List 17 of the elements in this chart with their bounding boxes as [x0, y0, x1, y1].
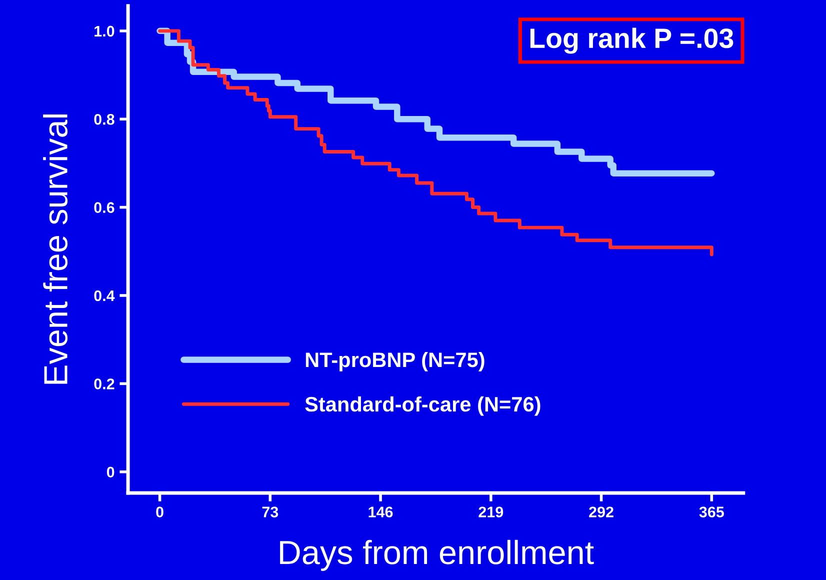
legend-label: NT-proBNP (N=75) — [306, 352, 484, 372]
x-tick-label: 365 — [699, 506, 724, 518]
legend-label: Standard-of-care (N=76) — [305, 396, 540, 416]
x-tick-label: 292 — [589, 506, 614, 518]
y-tick-label: 0.4 — [94, 290, 115, 302]
y-tick-label: 0 — [106, 466, 114, 478]
x-tick-label: 219 — [478, 506, 504, 518]
y-tick-label: 0.8 — [94, 114, 114, 125]
y-axis-title: Event free survival — [43, 114, 68, 384]
y-tick-label: 1.0 — [94, 26, 114, 37]
y-tick-label: 0.2 — [94, 378, 114, 390]
y-tick-label: 0.6 — [94, 202, 114, 213]
x-tick-label: 146 — [368, 506, 393, 518]
x-axis-title: Days from enrollment — [280, 540, 594, 571]
x-tick-label: 0 — [156, 506, 164, 518]
x-tick-label: 73 — [262, 506, 278, 518]
annotation: Log rank P =.03 — [530, 28, 734, 54]
